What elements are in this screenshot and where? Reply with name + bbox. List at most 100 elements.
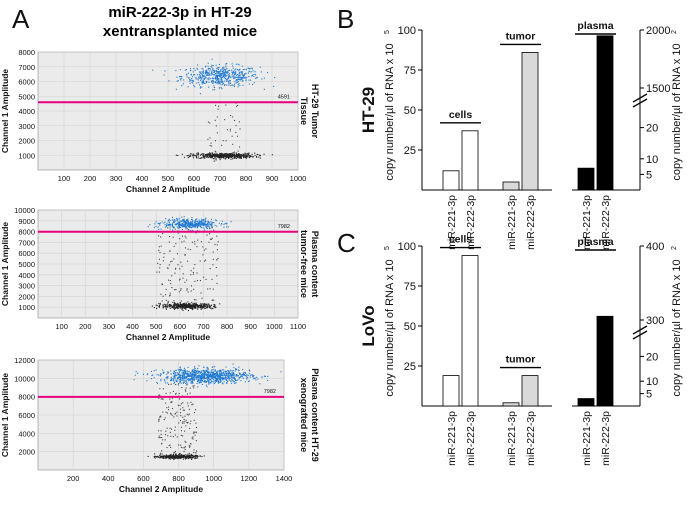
droplet-negative: [180, 457, 182, 459]
droplet-positive: [176, 217, 178, 219]
droplet-positive: [184, 373, 186, 375]
droplet-negative: [166, 455, 168, 457]
droplet-positive: [183, 372, 185, 374]
droplet-rain: [186, 393, 188, 395]
droplet-positive: [201, 223, 203, 225]
right-y-tick-label: 20: [646, 123, 658, 135]
droplet-positive: [175, 70, 177, 72]
droplet-negative: [156, 307, 158, 309]
droplet-rain: [188, 452, 190, 454]
droplet-positive: [225, 222, 227, 224]
droplet-rain: [209, 137, 211, 139]
droplet-positive: [183, 225, 185, 227]
droplet-negative: [209, 153, 211, 155]
droplet-rain: [229, 128, 231, 130]
droplet-positive: [221, 223, 223, 225]
droplet-negative: [197, 152, 199, 154]
droplet-rain: [171, 260, 173, 262]
droplet-rain: [195, 302, 197, 304]
droplet-rain: [191, 437, 193, 439]
droplet-negative: [236, 157, 238, 159]
droplet-positive: [199, 223, 201, 225]
droplet-positive: [210, 372, 212, 374]
droplet-positive: [229, 370, 231, 372]
droplet-positive: [192, 381, 194, 383]
droplet-rain: [193, 267, 195, 269]
droplet-positive: [223, 68, 225, 70]
side-label-line-2: xenografted mice: [299, 378, 309, 453]
droplet-positive: [182, 369, 184, 371]
droplet-negative: [192, 303, 194, 305]
droplet-positive: [205, 378, 207, 380]
droplet-positive: [218, 371, 220, 373]
droplet-positive: [225, 379, 227, 381]
droplet-positive: [218, 78, 220, 80]
droplet-negative: [254, 154, 256, 156]
droplet-rain: [234, 119, 236, 121]
droplet-rain: [207, 138, 209, 140]
droplet-rain: [168, 383, 170, 385]
droplet-positive: [206, 225, 208, 227]
droplet-positive: [246, 68, 248, 70]
droplet-negative: [234, 157, 236, 159]
droplet-negative: [180, 304, 182, 306]
droplet-rain: [178, 422, 180, 424]
y-tick-label: 4000: [18, 107, 35, 116]
droplet-positive: [169, 228, 171, 230]
droplet-positive: [221, 373, 223, 375]
droplet-positive: [267, 375, 269, 377]
droplet-positive: [216, 75, 218, 77]
droplet-positive: [221, 369, 223, 371]
droplet-positive: [242, 69, 244, 71]
droplet-positive: [263, 88, 265, 90]
droplet-positive: [185, 225, 187, 227]
droplet-negative: [225, 156, 227, 158]
droplet-positive: [167, 219, 169, 221]
droplet-positive: [176, 374, 178, 376]
droplet-positive: [207, 369, 209, 371]
droplet-positive: [198, 82, 200, 84]
droplet-positive: [211, 376, 213, 378]
droplet-positive: [164, 70, 166, 72]
droplet-negative: [194, 305, 196, 307]
droplet-negative: [154, 453, 156, 455]
droplet-positive: [247, 376, 249, 378]
droplet-rain: [190, 274, 192, 276]
droplet-rain: [175, 412, 177, 414]
droplet-positive: [201, 74, 203, 76]
droplet-negative: [185, 456, 187, 458]
droplet-positive: [202, 73, 204, 75]
y-tick-label: 7000: [18, 63, 35, 72]
droplet-positive: [204, 82, 206, 84]
droplet-positive: [189, 68, 191, 70]
droplet-positive: [182, 374, 184, 376]
droplet-negative: [200, 157, 202, 159]
droplet-positive: [255, 77, 257, 79]
droplet-positive: [172, 227, 174, 229]
droplet-positive: [199, 93, 201, 95]
droplet-negative: [210, 156, 212, 158]
droplet-rain: [180, 288, 182, 290]
droplet-negative: [189, 307, 191, 309]
droplet-negative: [209, 154, 211, 156]
droplet-positive: [204, 66, 206, 68]
droplet-positive: [238, 83, 240, 85]
droplet-positive: [203, 82, 205, 84]
droplet-positive: [200, 76, 202, 78]
droplet-positive: [204, 222, 206, 224]
droplet-positive: [195, 224, 197, 226]
droplet-positive: [223, 378, 225, 380]
droplet-rain: [158, 397, 160, 399]
droplet-positive: [244, 374, 246, 376]
droplet-positive: [167, 225, 169, 227]
side-label-line-2: Tissue: [299, 97, 309, 125]
droplet-positive: [193, 379, 195, 381]
droplet-positive: [207, 374, 209, 376]
droplet-positive: [201, 68, 203, 70]
droplet-positive: [200, 223, 202, 225]
droplet-positive: [231, 382, 233, 384]
droplet-positive: [215, 377, 217, 379]
droplet-rain: [210, 142, 212, 144]
droplet-positive: [217, 375, 219, 377]
droplet-rain: [196, 246, 198, 248]
